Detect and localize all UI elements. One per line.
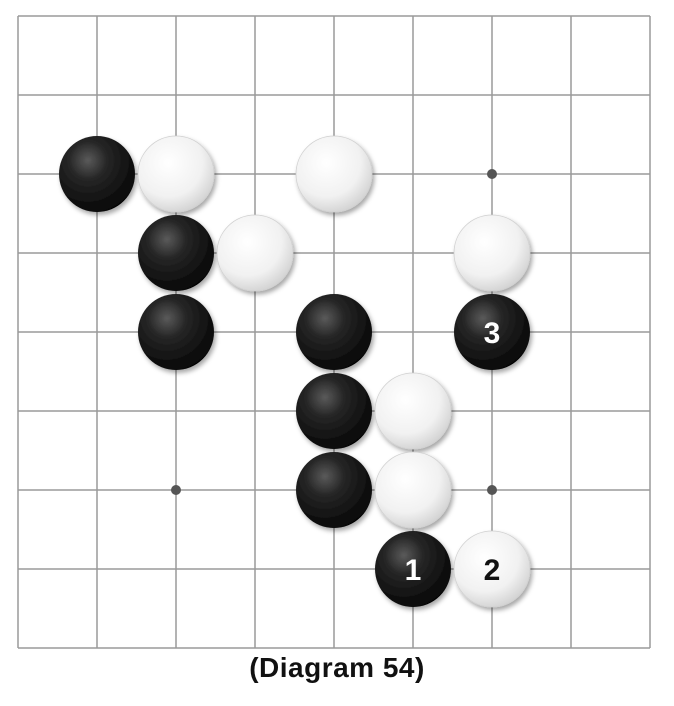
white-stone [374,451,452,529]
white-stone-body [374,451,452,529]
move-number-label: 3 [484,317,501,350]
move-number-label: 1 [405,554,422,587]
white-stone-body [295,135,373,213]
black-stone [296,373,372,449]
white-stone-body [453,214,531,292]
black-stone-3: 3 [454,294,530,370]
white-stone [137,135,215,213]
black-stone [138,294,214,370]
white-stone-body [453,530,531,608]
black-stone-body [296,373,372,449]
black-stone [138,215,214,291]
black-stone-body [296,294,372,370]
stones: 3 1 2 [59,135,531,608]
black-stone [296,294,372,370]
black-stone-body [138,294,214,370]
black-stone-body [454,294,530,370]
white-stone [453,214,531,292]
white-stone [295,135,373,213]
star-point [487,169,497,179]
white-stone [374,372,452,450]
white-stone-body [137,135,215,213]
star-point [171,485,181,495]
star-points [171,169,497,495]
white-stone-2: 2 [453,530,531,608]
black-stone-1: 1 [375,531,451,607]
star-point [487,485,497,495]
white-stone-body [374,372,452,450]
diagram-caption: (Diagram 54) [249,652,425,683]
white-stone-body [216,214,294,292]
black-stone [296,452,372,528]
black-stone-body [138,215,214,291]
black-stone [59,136,135,212]
black-stone-body [296,452,372,528]
move-number-label: 2 [484,554,501,587]
black-stone-body [59,136,135,212]
go-board-diagram: 3 1 2 [17,15,651,649]
white-stone [216,214,294,292]
black-stone-body [375,531,451,607]
go-board: 3 1 2 [17,15,651,649]
